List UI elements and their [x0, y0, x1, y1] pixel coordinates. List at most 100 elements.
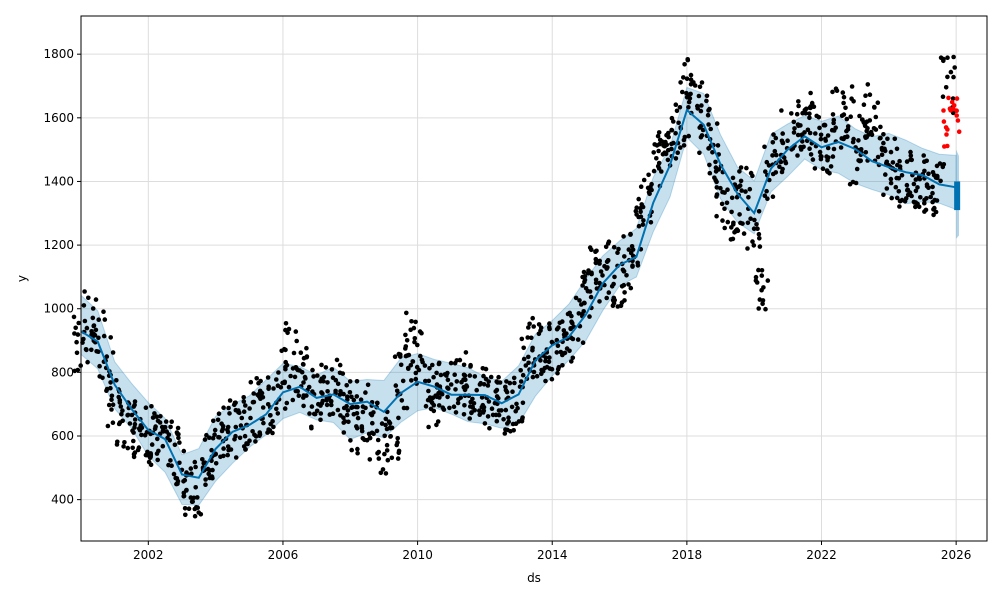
observed-point-dot — [755, 226, 760, 231]
observed-point-dot — [762, 193, 768, 198]
observed-point-dot — [380, 467, 386, 472]
observed-point-dot — [81, 303, 87, 308]
observed-point-dot — [756, 209, 762, 214]
recent-point-dot — [948, 108, 953, 113]
observed-point-dot — [139, 425, 145, 431]
observed-point-dot — [468, 364, 473, 369]
observed-point-dot — [680, 89, 685, 95]
observed-point-dot — [136, 445, 142, 450]
observed-point-dot — [175, 478, 181, 484]
observed-point-dot — [438, 372, 444, 378]
observed-point-dot — [722, 206, 727, 211]
recent-point-dot — [955, 118, 961, 123]
observed-point-dot — [71, 314, 77, 320]
observed-point-dot — [131, 430, 136, 435]
observed-point-dot — [260, 405, 266, 410]
observed-point — [324, 357, 343, 417]
observed-point-dot — [511, 375, 517, 381]
observed-point-dot — [706, 122, 711, 127]
observed-point-dot — [378, 470, 384, 476]
observed-point-dot — [293, 329, 299, 334]
observed-point-dot — [794, 111, 800, 117]
observed-point-dot — [283, 359, 289, 365]
observed-point-dot — [685, 57, 690, 62]
observed-point-dot — [120, 408, 125, 413]
observed-point-dot — [630, 263, 635, 268]
observed-point-dot — [789, 111, 794, 116]
observed-point-dot — [651, 168, 657, 174]
observed-point-dot — [570, 320, 575, 326]
observed-point-dot — [503, 384, 508, 390]
observed-point-dot — [525, 335, 530, 340]
observed-point-dot — [341, 415, 346, 421]
observed-point-dot — [335, 407, 341, 413]
observed-point-dot — [409, 319, 414, 324]
observed-point-dot — [216, 411, 222, 417]
observed-point-dot — [105, 423, 111, 429]
observed-point-dot — [383, 471, 389, 476]
observed-point-dot — [154, 414, 159, 420]
observed-point-dot — [425, 397, 431, 403]
observed-point-dot — [853, 180, 859, 186]
observed-point-dot — [247, 438, 252, 444]
observed-point-dot — [429, 396, 435, 401]
observed-point-dot — [215, 417, 221, 423]
observed-point-dot — [865, 82, 871, 87]
observed-point-dot — [412, 339, 417, 345]
observed-point-dot — [803, 111, 809, 116]
observed-point-dot — [132, 425, 137, 430]
observed-point-dot — [404, 310, 409, 316]
observed-point-dot — [359, 426, 365, 431]
observed-point-dot — [752, 217, 757, 223]
observed-point-dot — [344, 412, 350, 418]
observed-point-dot — [155, 457, 160, 463]
observed-point-dot — [247, 406, 252, 411]
observed-point-dot — [924, 184, 930, 189]
observed-point-dot — [110, 420, 116, 426]
observed-point-dot — [931, 172, 937, 178]
observed-point-dot — [439, 391, 445, 397]
observed-point-dot — [621, 269, 627, 274]
observed-point-dot — [302, 374, 308, 380]
observed-point-dot — [96, 335, 101, 341]
observed-point-dot — [761, 285, 766, 290]
observed-point-dot — [321, 374, 327, 380]
observed-point-dot — [714, 213, 719, 219]
observed-point-dot — [621, 234, 626, 239]
y-tick-label: 1400 — [43, 174, 74, 188]
observed-point-dot — [467, 416, 473, 421]
observed-point-dot — [318, 417, 323, 423]
y-tick-label: 1800 — [43, 47, 74, 61]
observed-point-dot — [494, 379, 500, 384]
observed-point-dot — [745, 220, 751, 226]
recent-point — [947, 96, 960, 113]
observed-point-dot — [434, 394, 440, 399]
observed-point-dot — [382, 433, 388, 439]
observed-point-dot — [253, 439, 258, 444]
observed-point-dot — [503, 427, 508, 432]
observed-point-dot — [799, 132, 805, 137]
observed-point-dot — [110, 350, 116, 355]
observed-point-dot — [779, 108, 784, 113]
observed-point-dot — [729, 225, 734, 230]
observed-point-dot — [695, 106, 700, 111]
observed-point-dot — [913, 188, 919, 194]
observed-point-dot — [431, 374, 436, 380]
observed-point-dot — [148, 462, 154, 468]
observed-point-dot — [190, 499, 195, 504]
observed-point-dot — [329, 367, 335, 372]
observed-point-dot — [194, 505, 199, 510]
observed-point-dot — [869, 132, 875, 138]
observed-point-dot — [774, 152, 779, 158]
observed-point-dot — [108, 380, 113, 385]
observed-point-dot — [415, 342, 420, 348]
observed-point-dot — [940, 164, 946, 170]
observed-point-dot — [580, 311, 585, 317]
observed-point-dot — [878, 124, 883, 130]
observed-point-dot — [738, 178, 744, 184]
observed-point-dot — [72, 368, 78, 374]
observed-point-dot — [554, 350, 560, 355]
observed-point-dot — [928, 194, 933, 200]
y-tick-label: 1000 — [43, 302, 74, 316]
observed-point-dot — [358, 397, 364, 403]
